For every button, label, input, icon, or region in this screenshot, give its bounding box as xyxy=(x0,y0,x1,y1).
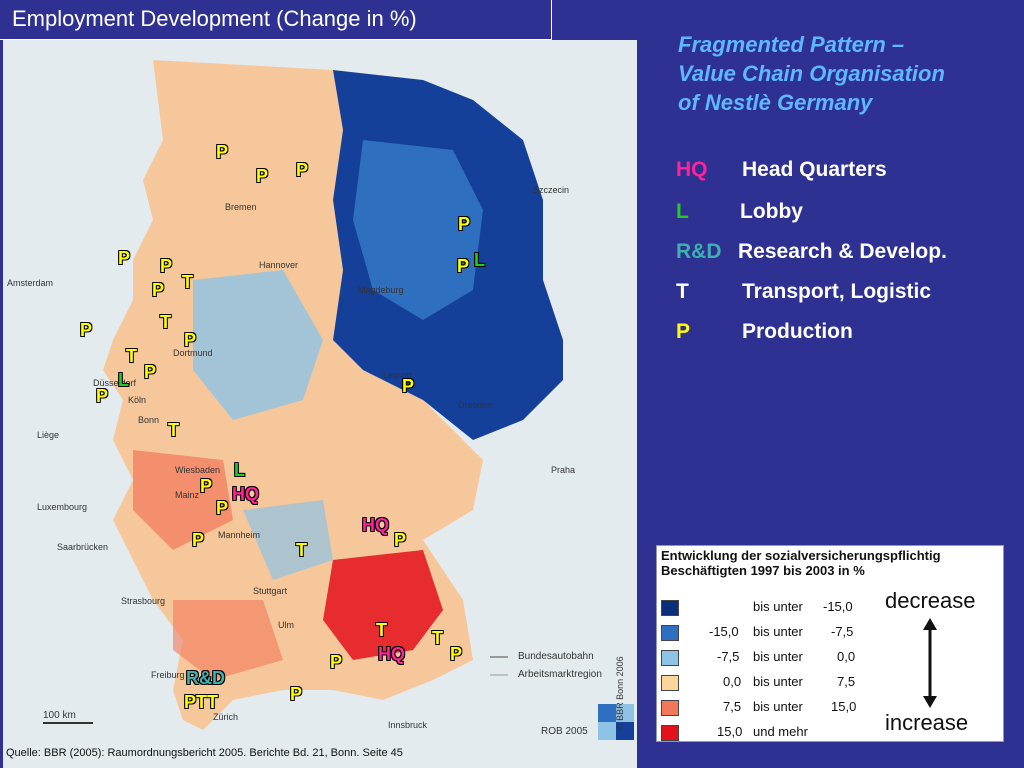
marker-transport: T xyxy=(160,312,171,332)
key-row: 0,0 bis unter 7,5 xyxy=(661,673,891,693)
key-row: -15,0 bis unter -7,5 xyxy=(661,623,891,643)
legend-lobby: L Lobby xyxy=(676,200,803,223)
marker-production: P xyxy=(96,386,109,406)
marker-production: P xyxy=(216,498,229,518)
city-label: Magdeburg xyxy=(358,285,404,295)
double-arrow-icon xyxy=(923,618,937,708)
increase-label: increase xyxy=(885,710,969,735)
marker-headquarters: HQ xyxy=(232,484,259,504)
legend-hq: HQ Head Quarters xyxy=(676,158,887,181)
marker-transport: T xyxy=(168,420,179,440)
marker-production: P xyxy=(450,644,463,664)
decrease-label: decrease xyxy=(885,588,976,613)
marker-production: P xyxy=(200,476,213,496)
marker-research: R&D xyxy=(186,668,225,688)
map-legend-motorway: Bundesautobahn xyxy=(518,651,594,662)
marker-production: P xyxy=(118,248,131,268)
city-label: Freiburg xyxy=(151,670,185,680)
marker-production: P xyxy=(330,652,343,672)
city-label: Bremen xyxy=(225,202,257,212)
city-label: Düsseldorf xyxy=(93,378,137,388)
city-label: Praha xyxy=(551,465,576,475)
marker-production-transport: PTT xyxy=(184,692,218,712)
key-row: -7,5 bis unter 0,0 xyxy=(661,648,891,668)
marker-production: P xyxy=(192,530,205,550)
city-label: Mainz xyxy=(175,490,200,500)
city-label: Amsterdam xyxy=(7,278,54,288)
city-label: Ulm xyxy=(278,620,294,630)
marker-production: P xyxy=(144,362,157,382)
city-label: Bonn xyxy=(138,415,160,425)
marker-headquarters: HQ xyxy=(362,515,389,535)
marker-transport: T xyxy=(296,540,307,560)
map-scale: 100 km xyxy=(43,710,76,721)
title-bar: Employment Development (Change in %) xyxy=(0,0,552,40)
city-label: Strasbourg xyxy=(121,596,166,606)
city-label: Mannheim xyxy=(218,530,261,540)
color-key: Entwicklung der sozialversicherungspflic… xyxy=(656,545,1004,742)
marker-lobby: L xyxy=(118,370,129,390)
city-label: Dortmund xyxy=(173,348,213,358)
marker-transport: T xyxy=(182,272,193,292)
map-canvas xyxy=(3,40,637,768)
city-label: Innsbruck xyxy=(388,720,428,730)
marker-production: P xyxy=(458,214,471,234)
city-label: Saarbrücken xyxy=(57,542,109,552)
city-label: Luxembourg xyxy=(37,502,88,512)
key-row: 7,5 bis unter 15,0 xyxy=(661,698,891,718)
marker-production: P xyxy=(457,256,470,276)
key-row: bis unter -15,0 xyxy=(661,598,891,618)
legend-transport: T Transport, Logistic xyxy=(676,280,932,303)
map-credit: © BBR Bonn 2006 xyxy=(615,656,625,730)
marker-production: P xyxy=(290,684,303,704)
marker-production: P xyxy=(296,160,309,180)
city-label: Hannover xyxy=(259,260,299,270)
city-label: Szczecin xyxy=(533,185,570,195)
map-source: Quelle: BBR (2005): Raumordnungsbericht … xyxy=(6,747,403,759)
marker-transport: T xyxy=(126,346,137,366)
map-legend-region: Arbeitsmarktregion xyxy=(518,669,602,680)
key-title: Entwicklung der sozialversicherungspflic… xyxy=(661,548,941,578)
marker-production: P xyxy=(80,320,93,340)
marker-headquarters: HQ xyxy=(378,644,405,664)
city-label: Stuttgart xyxy=(253,586,288,596)
page-title: Employment Development (Change in %) xyxy=(12,6,417,31)
city-label: Liège xyxy=(37,430,60,440)
marker-production: P xyxy=(160,256,173,276)
marker-production: P xyxy=(152,280,165,300)
city-label: Zürich xyxy=(213,712,239,722)
city-label: Leipzig xyxy=(383,370,412,380)
marker-lobby: L xyxy=(234,460,245,480)
key-row: 15,0 und mehr xyxy=(661,723,891,743)
marker-production: P xyxy=(184,330,197,350)
map-rob: ROB 2005 xyxy=(541,726,588,737)
marker-transport: T xyxy=(376,620,387,640)
marker-production: P xyxy=(394,530,407,550)
marker-production: P xyxy=(256,166,269,186)
city-label: Dresden xyxy=(458,400,493,410)
side-title: Fragmented Pattern – Value Chain Organis… xyxy=(678,32,945,115)
legend-research: R&D Research & Develop. xyxy=(676,240,947,263)
city-label: Wiesbaden xyxy=(175,465,221,475)
map: Amsterdam Szczecin Bremen Hannover Magde… xyxy=(3,40,637,768)
legend-production: P Production xyxy=(676,320,853,343)
marker-lobby: L xyxy=(474,250,485,270)
city-label: Köln xyxy=(128,395,147,405)
marker-transport: T xyxy=(432,628,443,648)
marker-production: P xyxy=(216,142,229,162)
marker-production: P xyxy=(402,376,415,396)
